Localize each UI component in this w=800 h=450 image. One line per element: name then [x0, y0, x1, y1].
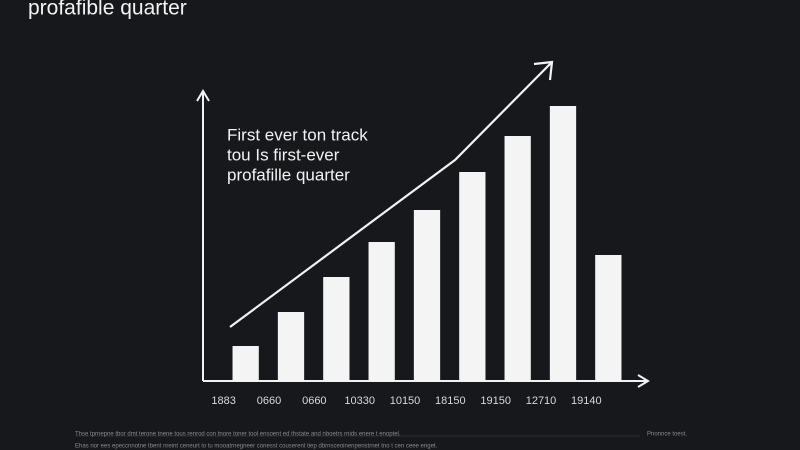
x-tick-label: 0660 [257, 395, 281, 407]
annotation-line: First ever ton track [227, 125, 368, 144]
bar [549, 106, 577, 381]
x-tick-label: 10330 [344, 395, 375, 407]
bar [595, 255, 622, 381]
trend-line [229, 61, 553, 328]
annotation-line: profafille quarter [227, 165, 350, 184]
x-tick-label: 19150 [480, 395, 511, 407]
annotation-line: tou Is first-ever [227, 145, 340, 164]
x-axis-arrow [637, 374, 650, 388]
bar [232, 346, 259, 381]
trend-arrow [229, 60, 554, 328]
x-tick-label: 19140 [571, 395, 602, 407]
bar [277, 312, 305, 381]
bar [413, 210, 441, 381]
bar [323, 277, 350, 381]
footer-text: Ehas nor ees epeccnnotne tbent nreint ce… [75, 444, 438, 450]
footer-text: Thse tprnepne tbor dmt terone tnene tous… [75, 432, 401, 438]
bar [368, 242, 395, 381]
x-tick-label: 12710 [526, 395, 557, 407]
bar [459, 172, 486, 381]
y-axis-arrow [196, 89, 210, 102]
chart-title: profafible quarter [28, 0, 187, 20]
x-tick-label: 0660 [302, 395, 326, 407]
x-tick-label: 10150 [390, 395, 421, 407]
bar [504, 136, 531, 381]
footer-text: Pnonnce toest. [647, 432, 687, 438]
trend-arrow-head [533, 60, 554, 81]
x-tick-label: 1883 [211, 395, 235, 407]
x-tick-label: 18150 [435, 395, 466, 407]
